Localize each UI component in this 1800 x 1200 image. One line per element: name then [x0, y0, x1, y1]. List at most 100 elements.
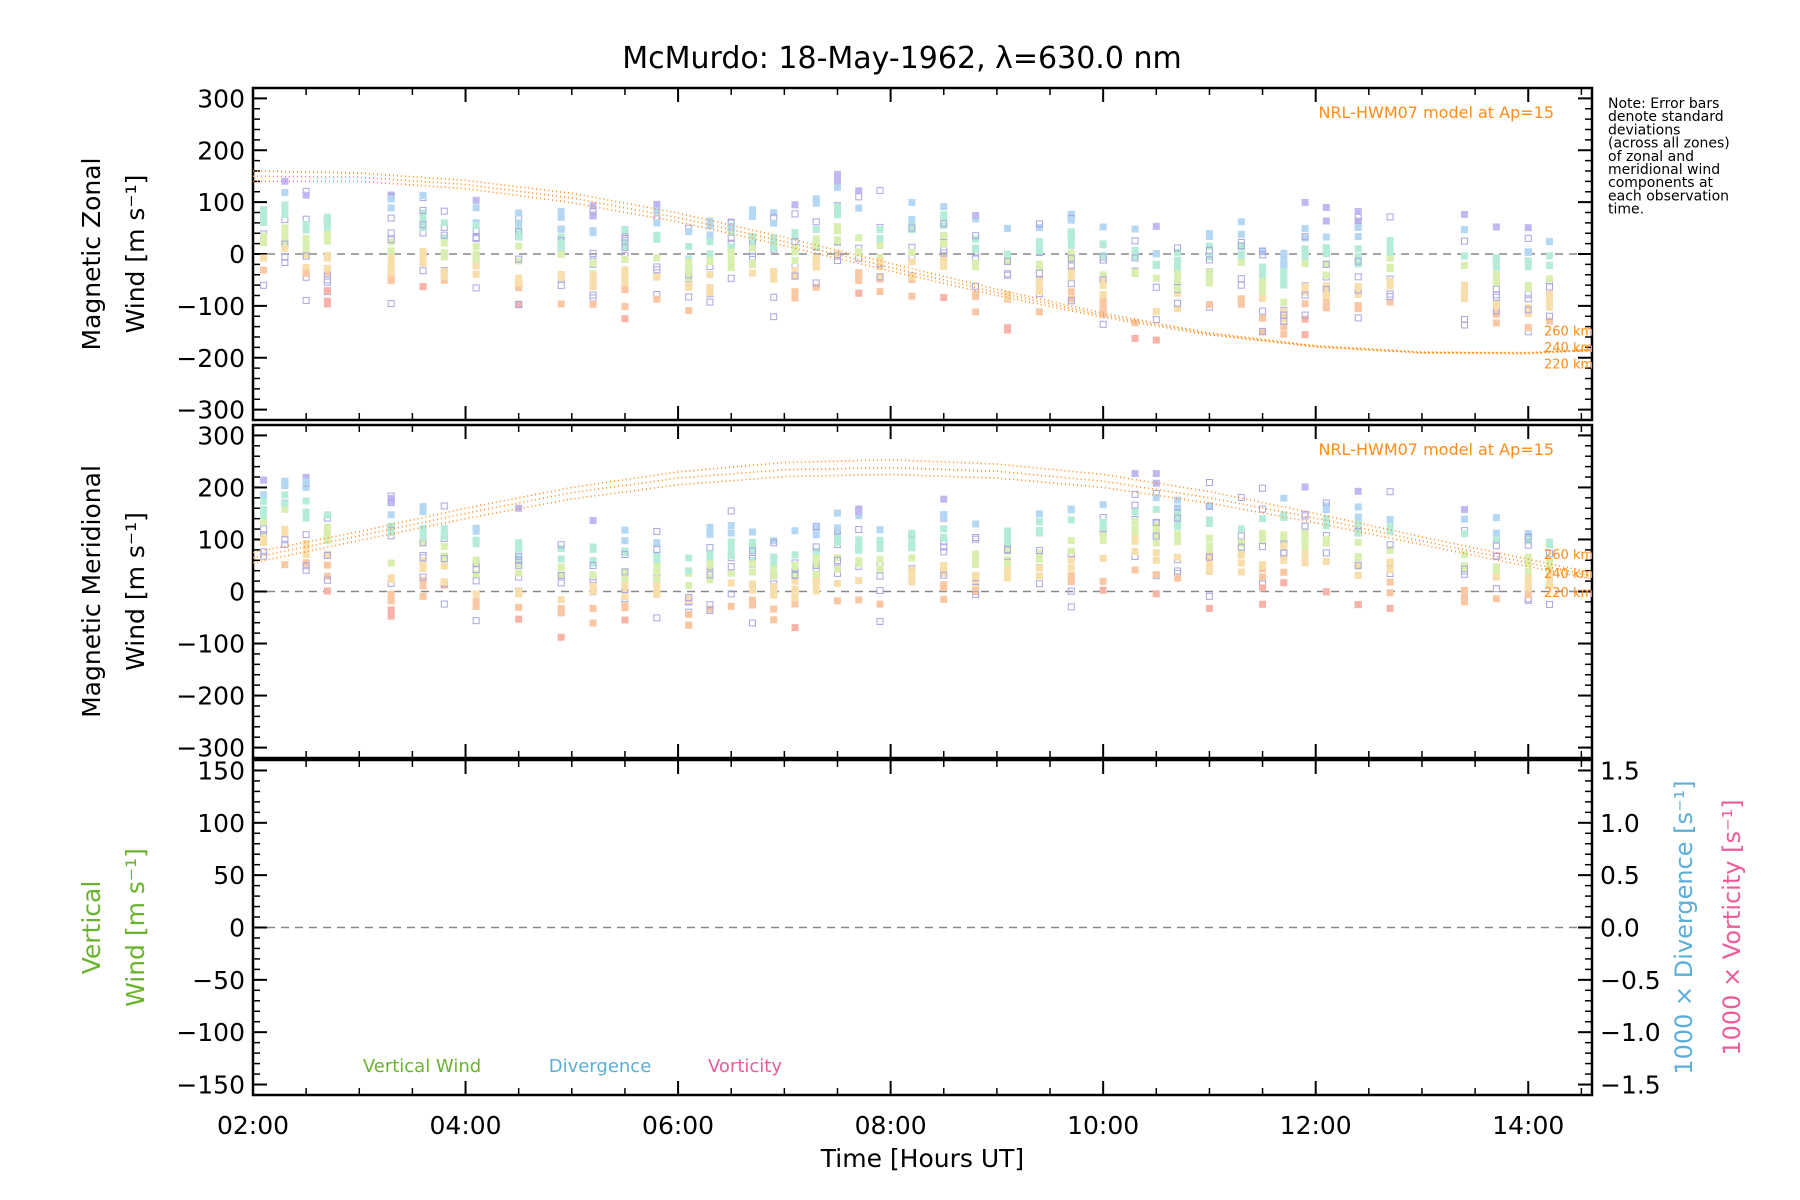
wind-observation-point [472, 617, 480, 625]
wind-observation-point [557, 300, 565, 308]
observation-column [791, 527, 799, 632]
wind-observation-point [1237, 551, 1245, 559]
wind-observation-point [1067, 272, 1075, 280]
wind-observation-point [653, 207, 661, 215]
wind-observation-point [1524, 530, 1532, 538]
wind-observation-point [440, 231, 448, 239]
wind-observation-point [1237, 258, 1245, 266]
wind-observation-point [1099, 518, 1107, 526]
wind-observation-point [908, 198, 916, 206]
wind-observation-point [323, 276, 331, 284]
note-line: each observation [1608, 188, 1729, 204]
wind-observation-point [1280, 298, 1288, 306]
wind-observation-point [1354, 273, 1362, 281]
wind-observation-point [621, 568, 629, 576]
wind-observation-point [1386, 488, 1394, 496]
right-y-tick-label: −1.0 [1600, 1018, 1661, 1047]
x-tick-label: 08:00 [855, 1111, 927, 1140]
wind-observation-point [940, 294, 948, 302]
wind-observation-point [1524, 591, 1532, 599]
wind-observation-point [706, 284, 714, 292]
wind-observation-point [748, 206, 756, 214]
wind-observation-point [557, 563, 565, 571]
wind-observation-point [972, 308, 980, 316]
wind-observation-point [653, 219, 661, 227]
wind-observation-point [1280, 330, 1288, 338]
wind-observation-point [515, 545, 523, 553]
wind-observation-point [1492, 254, 1500, 262]
observation-column [1301, 198, 1309, 339]
observation-column [1460, 505, 1468, 606]
model-label: NRL-HWM07 model at Ap=15 [1318, 440, 1554, 459]
wind-observation-point [1301, 510, 1309, 518]
observation-column [1152, 470, 1160, 598]
wind-observation-point [1492, 542, 1500, 550]
wind-observation-point [748, 253, 756, 261]
wind-observation-point [1280, 554, 1288, 562]
wind-observation-point [1492, 572, 1500, 580]
wind-observation-point [855, 596, 863, 604]
y-tick-label: −300 [176, 734, 245, 763]
wind-observation-point [706, 530, 714, 538]
wind-observation-point [1237, 300, 1245, 308]
vorticity-axis-label: 1000 × Vorticity [s⁻¹] [1718, 799, 1746, 1055]
right-y-tick-label: 0.0 [1600, 914, 1640, 943]
wind-observation-point [727, 590, 735, 598]
wind-observation-point [1524, 310, 1532, 318]
wind-observation-point [653, 254, 661, 262]
wind-observation-point [1301, 224, 1309, 232]
wind-observation-point [1174, 269, 1182, 277]
wind-observation-point [515, 242, 523, 250]
wind-observation-point [1035, 277, 1043, 285]
wind-observation-point [791, 288, 799, 296]
wind-observation-point [812, 577, 820, 585]
wind-observation-point [1004, 559, 1012, 567]
wind-observation-point [515, 301, 523, 309]
wind-observation-point [440, 562, 448, 570]
wind-observation-point [727, 546, 735, 554]
wind-observation-point [1067, 254, 1075, 262]
wind-observation-point [1004, 250, 1012, 258]
model-curve-260-km [252, 170, 1593, 354]
y-tick-label: −50 [192, 966, 245, 995]
wind-observation-point [1174, 299, 1182, 307]
wind-observation-point [1386, 604, 1394, 612]
wind-observation-point [812, 226, 820, 234]
wind-observation-point [589, 517, 597, 525]
wind-observation-point [1205, 479, 1213, 487]
observation-column [1035, 220, 1043, 316]
wind-observation-point [589, 271, 597, 279]
wind-observation-point [1174, 305, 1182, 313]
wind-observation-point [515, 279, 523, 287]
wind-observation-point [1035, 564, 1043, 572]
wind-observation-point [387, 254, 395, 262]
wind-observation-point [1099, 536, 1107, 544]
wind-observation-point [1174, 496, 1182, 504]
wind-observation-point [727, 522, 735, 530]
observation-column [472, 524, 480, 625]
wind-observation-point [727, 274, 735, 282]
wind-observation-point [706, 573, 714, 581]
observation-column [260, 206, 268, 289]
wind-observation-point [1386, 282, 1394, 290]
wind-observation-point [791, 594, 799, 602]
wind-observation-point [748, 586, 756, 594]
wind-observation-point [1035, 572, 1043, 580]
wind-observation-point [1035, 287, 1043, 295]
observation-column [1174, 244, 1182, 313]
observation-column [1004, 527, 1012, 582]
wind-observation-point [1322, 260, 1330, 268]
wind-observation-point [621, 602, 629, 610]
wind-observation-point [706, 560, 714, 568]
wind-observation-point [653, 568, 661, 576]
observation-column [472, 196, 480, 292]
wind-observation-point [855, 546, 863, 554]
wind-observation-point [1237, 539, 1245, 547]
observation-column [419, 503, 427, 600]
wind-observation-point [440, 578, 448, 586]
wind-observation-point [706, 544, 714, 552]
wind-observation-point [1524, 295, 1532, 303]
x-tick-label: 14:00 [1492, 1111, 1564, 1140]
wind-observation-point [1354, 305, 1362, 313]
wind-observation-point [1067, 288, 1075, 296]
